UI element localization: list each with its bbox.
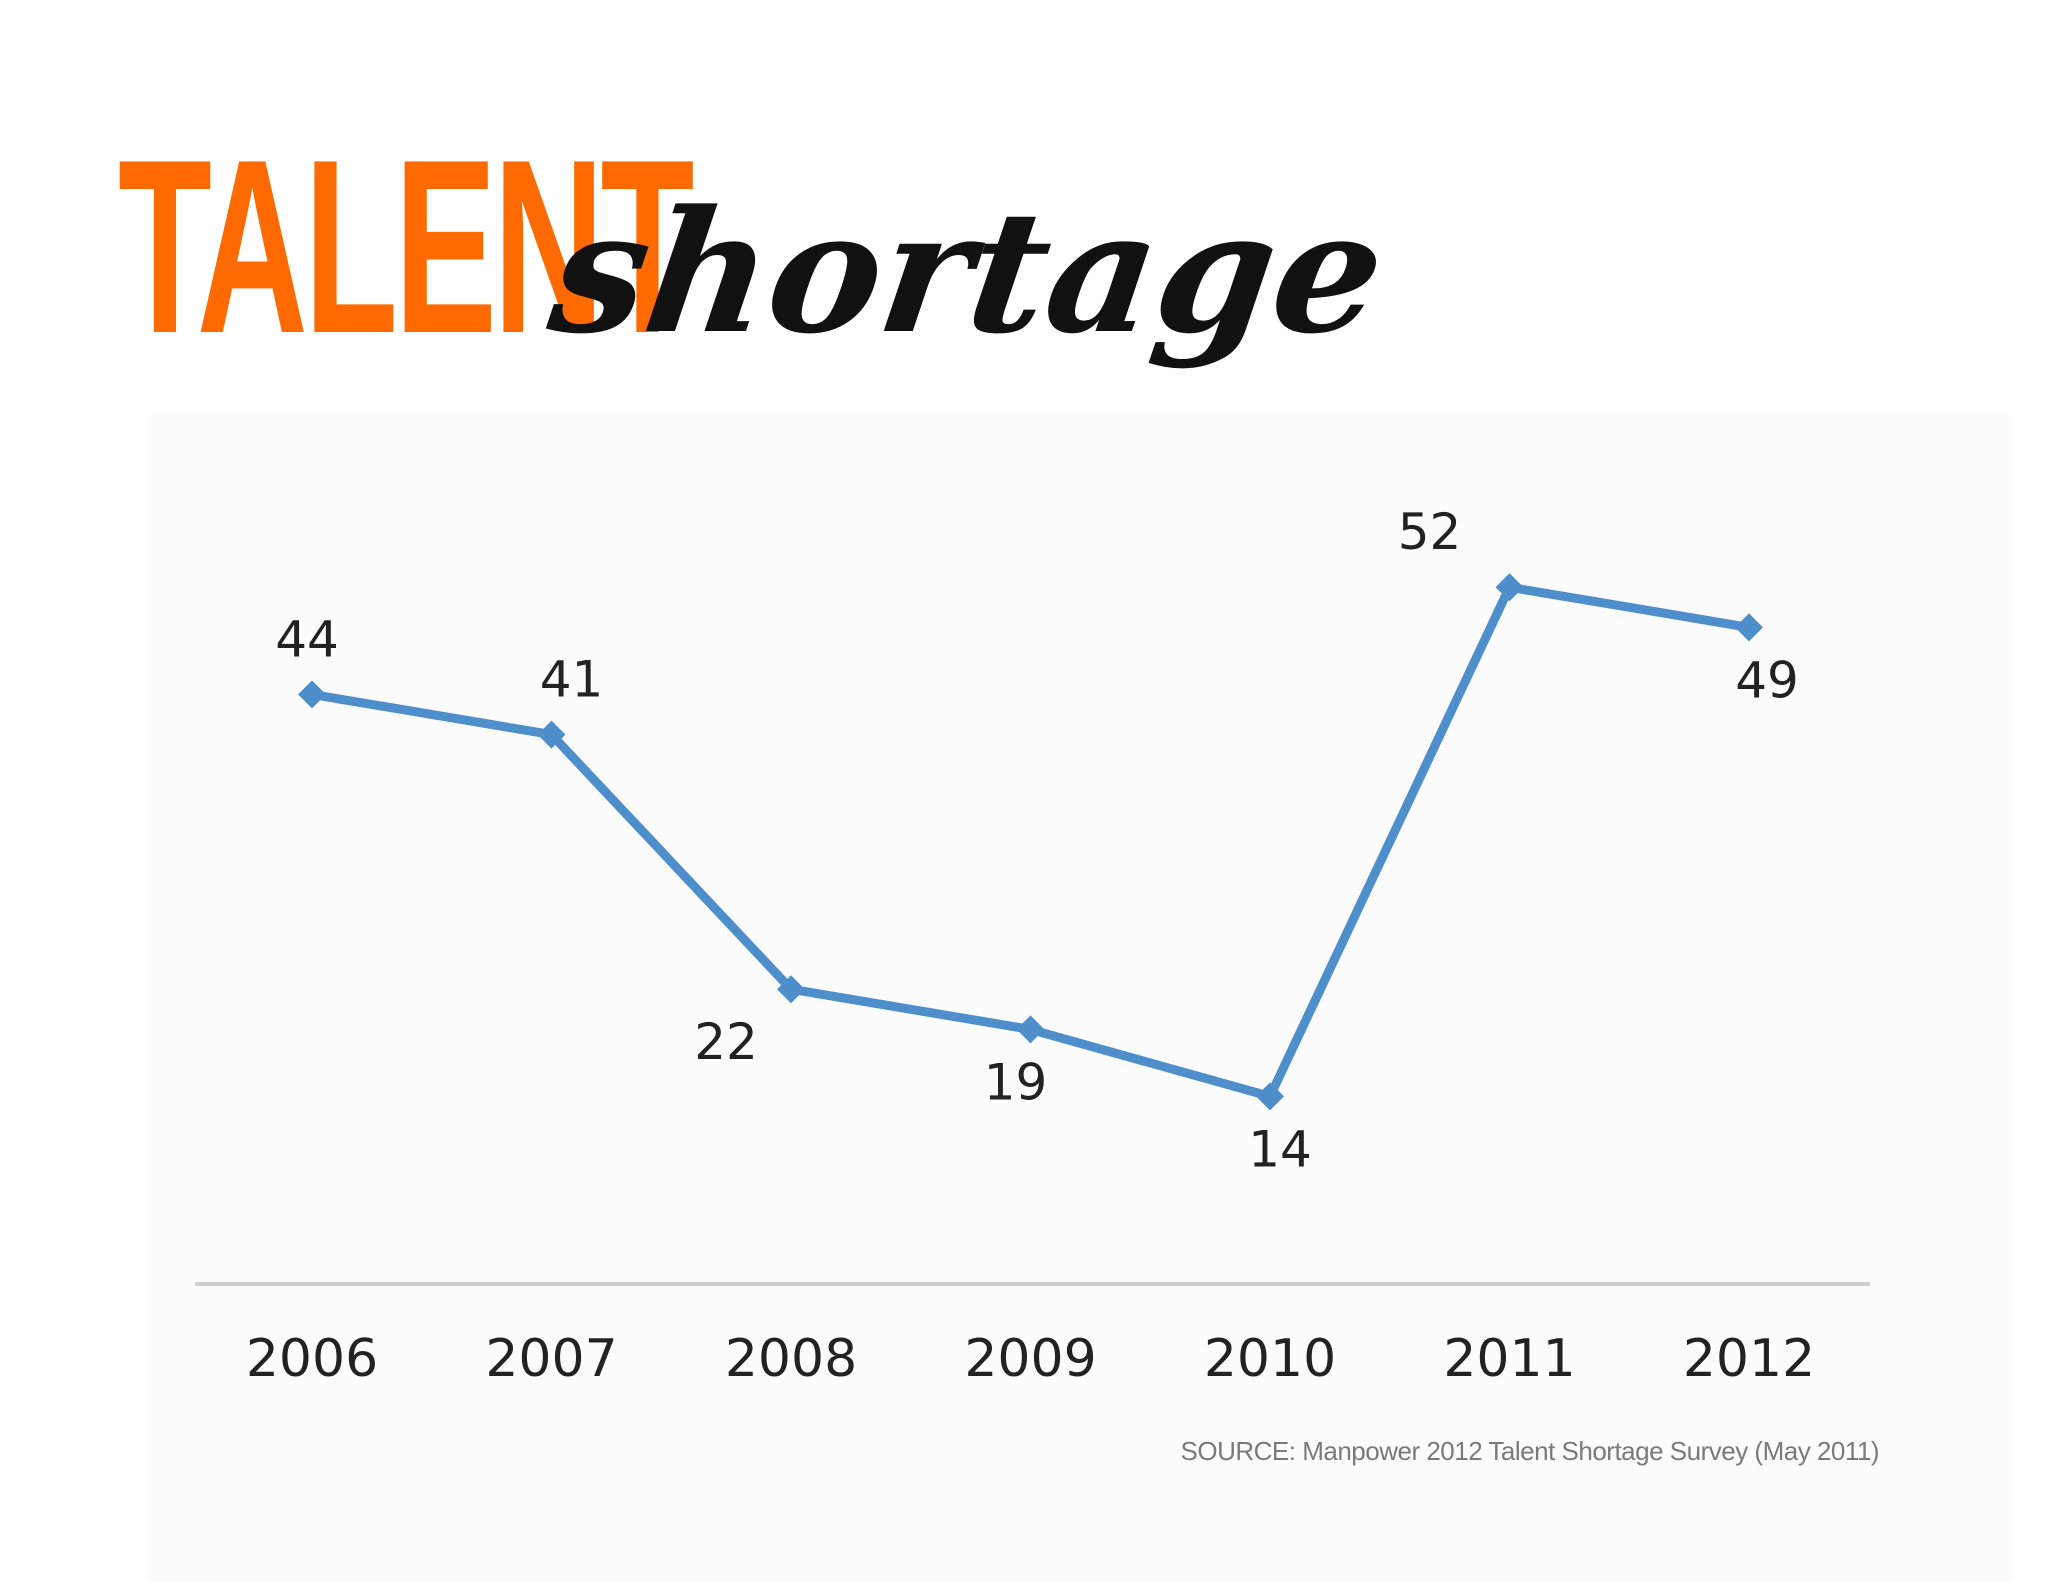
data-label: 44 (275, 610, 339, 668)
x-tick-label: 2010 (1204, 1329, 1336, 1389)
source-note: SOURCE: Manpower 2012 Talent Shortage Su… (1180, 1436, 1880, 1466)
x-tick-label: 2009 (964, 1329, 1096, 1389)
data-label: 41 (540, 651, 604, 709)
data-label: 14 (1248, 1120, 1312, 1178)
x-tick-label: 2006 (246, 1329, 378, 1389)
data-point-marker (298, 680, 326, 709)
x-tick-label: 2012 (1683, 1329, 1815, 1389)
line-chart: 2006 2007 2008 2009 2010 2011 2012 44 41 22 19 14 52… (195, 503, 1870, 1389)
data-label: 49 (1735, 651, 1799, 709)
page-title-main: TALENT (118, 107, 694, 385)
page-title-script: shortage (539, 173, 1396, 371)
title-script-block: shortage (0, 150, 1396, 371)
data-point-marker (537, 720, 566, 749)
chart-panel: 2006 2007 2008 2009 2010 2011 2012 44 41 22 19 14 52… (150, 410, 2010, 1582)
data-label: 19 (984, 1053, 1048, 1111)
title-block: TALENT (118, 122, 1042, 370)
data-point-marker (1256, 1082, 1284, 1111)
x-tick-label: 2008 (725, 1329, 857, 1389)
x-tick-label: 2007 (485, 1329, 617, 1389)
data-point-marker (1016, 1015, 1045, 1044)
data-point-marker (1735, 613, 1763, 642)
data-point-marker (1495, 573, 1524, 602)
data-label: 22 (694, 1013, 758, 1071)
data-label: 52 (1398, 503, 1462, 561)
x-tick-label: 2011 (1443, 1329, 1575, 1389)
data-point-marker (777, 975, 805, 1004)
